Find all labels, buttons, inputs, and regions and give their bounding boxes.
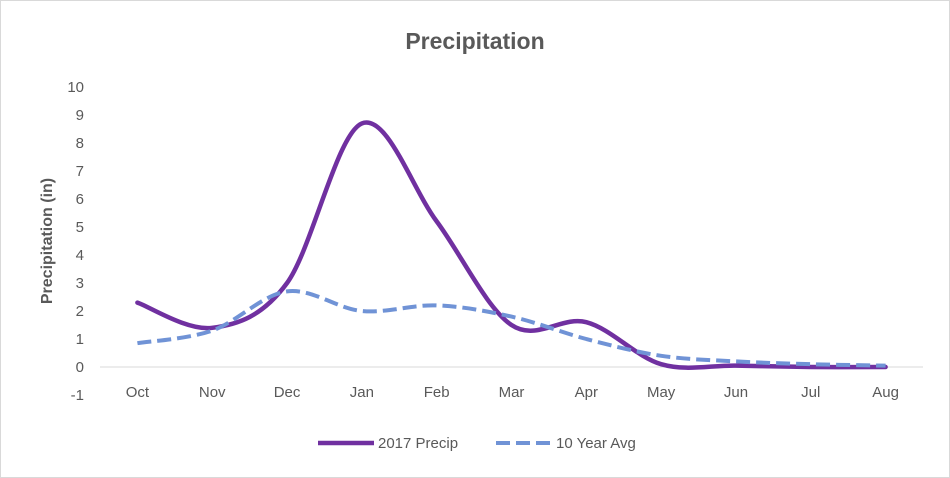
x-tick-label: Dec — [274, 384, 301, 401]
y-axis-label: Precipitation (in) — [39, 178, 56, 304]
y-tick-label: 10 — [67, 79, 84, 96]
y-tick-label: 1 — [76, 331, 84, 348]
x-tick-label: Apr — [575, 384, 598, 401]
y-tick-label: 6 — [76, 191, 84, 208]
y-tick-label: -1 — [71, 387, 84, 404]
x-tick-label: Feb — [424, 384, 450, 401]
x-axis-ticks: Oct Nov Dec Jan Feb Mar Apr May Jun Jul Aug — [126, 384, 899, 401]
y-tick-label: 3 — [76, 275, 84, 292]
x-tick-label: Jun — [724, 384, 748, 401]
series-line-2017-precip — [135, 120, 888, 370]
series-layer — [135, 120, 888, 370]
y-tick-label: 5 — [76, 219, 84, 236]
x-tick-label: Oct — [126, 384, 150, 401]
y-tick-label: 4 — [76, 247, 84, 264]
x-tick-label: May — [647, 384, 676, 401]
y-tick-label: 2 — [76, 303, 84, 320]
x-tick-label: Mar — [499, 384, 525, 401]
legend: 2017 Precip 10 Year Avg — [318, 435, 636, 452]
y-tick-label: 9 — [76, 107, 84, 124]
legend-label: 10 Year Avg — [556, 435, 636, 452]
y-tick-label: 8 — [76, 135, 84, 152]
y-tick-label: 7 — [76, 163, 84, 180]
chart-title: Precipitation — [405, 28, 544, 54]
x-tick-label: Jan — [350, 384, 374, 401]
x-tick-label: Aug — [872, 384, 899, 401]
legend-label: 2017 Precip — [378, 435, 458, 452]
series-line-10-year-avg — [137, 289, 886, 368]
y-tick-label: 0 — [76, 359, 84, 376]
x-tick-label: Jul — [801, 384, 820, 401]
x-tick-label: Nov — [199, 384, 226, 401]
